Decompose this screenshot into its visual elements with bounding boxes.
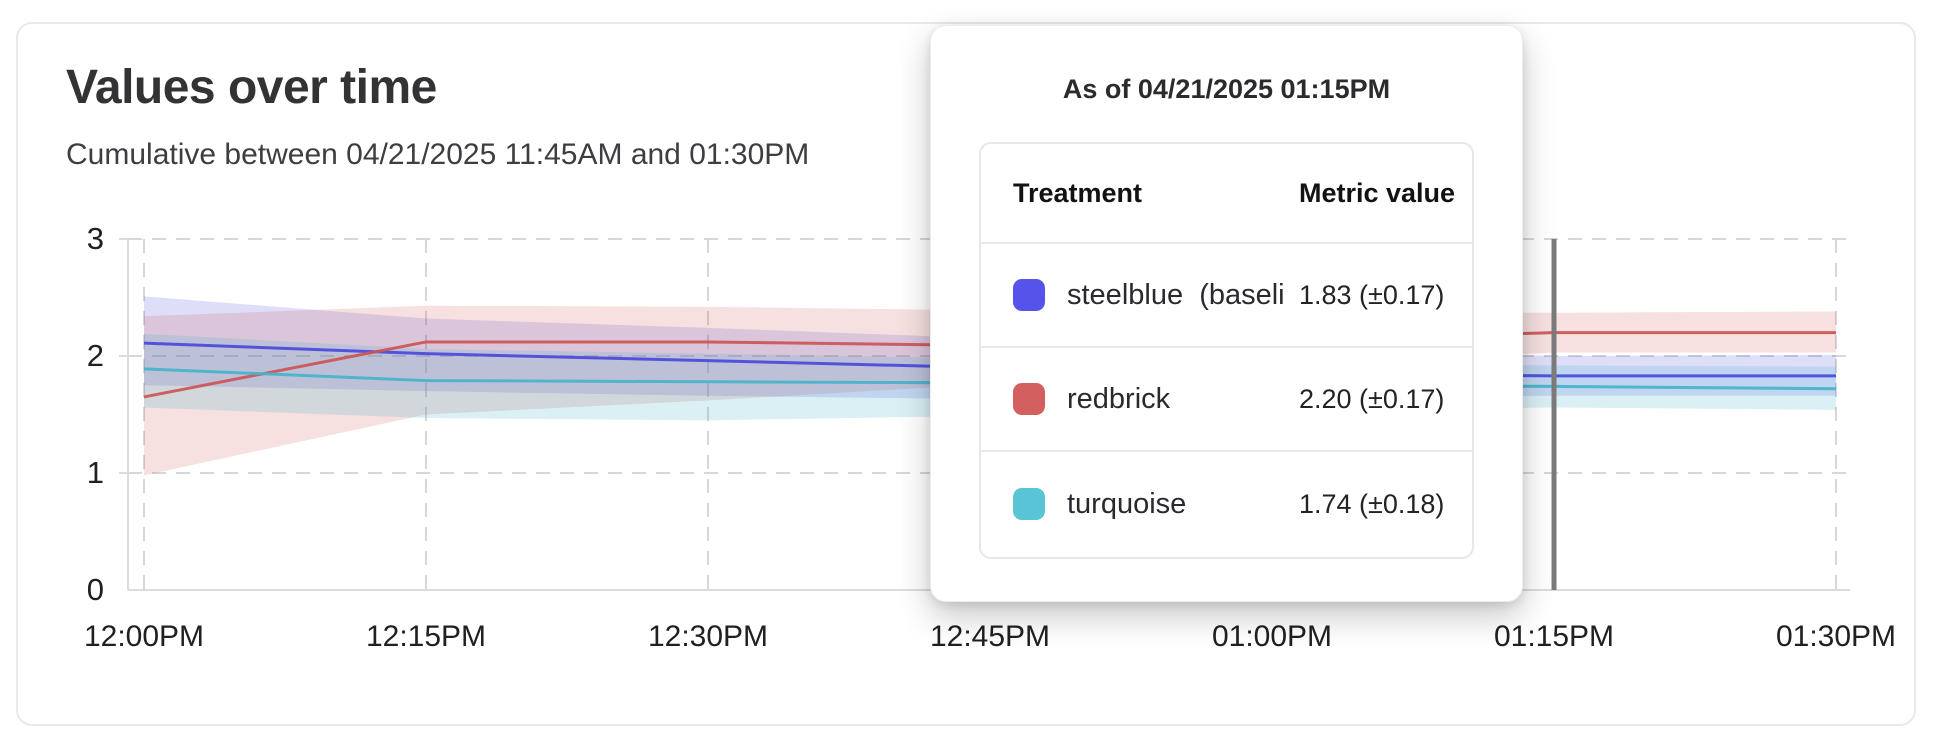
- tooltip-table-header: Treatment Metric value: [981, 144, 1472, 244]
- series-color-swatch: [1013, 488, 1045, 520]
- metric-value: 2.20 (±0.17): [1299, 383, 1445, 414]
- table-row: turquoise 1.74 (±0.18): [981, 452, 1472, 556]
- metric-value: 1.83 (±0.17): [1299, 279, 1445, 310]
- x-tick-label: 12:45PM: [929, 620, 1051, 653]
- metric-value-column-header: Metric value: [1299, 177, 1456, 208]
- hover-tooltip: As of 04/21/2025 01:15PM Treatment Metri…: [930, 25, 1523, 602]
- x-tick-label: 12:30PM: [647, 620, 769, 653]
- table-row: steelblue (baseli 1.83 (±0.17): [981, 244, 1472, 348]
- page-title: Values over time: [66, 61, 437, 114]
- treatment-label: redbrick: [1067, 382, 1171, 415]
- treatment-label: steelblue (baseli: [1067, 278, 1285, 311]
- y-tick-label: 2: [86, 338, 104, 373]
- page-subtitle: Cumulative between 04/21/2025 11:45AM an…: [66, 138, 810, 171]
- y-tick-label: 1: [86, 455, 104, 490]
- tooltip-table: Treatment Metric value steelblue (baseli…: [979, 142, 1474, 559]
- tooltip-title: As of 04/21/2025 01:15PM: [1062, 74, 1391, 104]
- x-tick-label: 12:00PM: [83, 620, 205, 653]
- metric-value: 1.74 (±0.18): [1299, 488, 1445, 519]
- treatment-label: turquoise: [1067, 487, 1187, 520]
- x-tick-label: 01:15PM: [1493, 620, 1615, 653]
- x-tick-label: 01:30PM: [1775, 620, 1897, 653]
- x-tick-label: 01:00PM: [1211, 620, 1333, 653]
- x-tick-label: 12:15PM: [365, 620, 487, 653]
- table-row: redbrick 2.20 (±0.17): [981, 348, 1472, 452]
- treatment-column-header: Treatment: [1013, 177, 1143, 208]
- series-color-swatch: [1013, 383, 1045, 415]
- y-tick-label: 3: [86, 221, 104, 256]
- series-color-swatch: [1013, 279, 1045, 311]
- y-tick-label: 0: [86, 572, 104, 607]
